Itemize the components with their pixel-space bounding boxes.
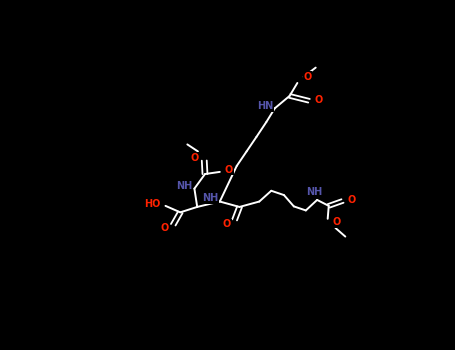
- Text: O: O: [161, 223, 169, 233]
- Text: O: O: [222, 219, 231, 229]
- Text: O: O: [315, 94, 323, 105]
- Text: NH: NH: [202, 193, 218, 203]
- Text: O: O: [225, 165, 233, 175]
- Text: NH: NH: [306, 187, 323, 197]
- Text: O: O: [190, 153, 198, 163]
- Text: HO: HO: [144, 199, 160, 209]
- Text: HN: HN: [257, 101, 273, 111]
- Text: NH: NH: [177, 181, 192, 191]
- Text: O: O: [348, 195, 356, 205]
- Text: O: O: [303, 72, 311, 82]
- Text: O: O: [333, 217, 341, 227]
